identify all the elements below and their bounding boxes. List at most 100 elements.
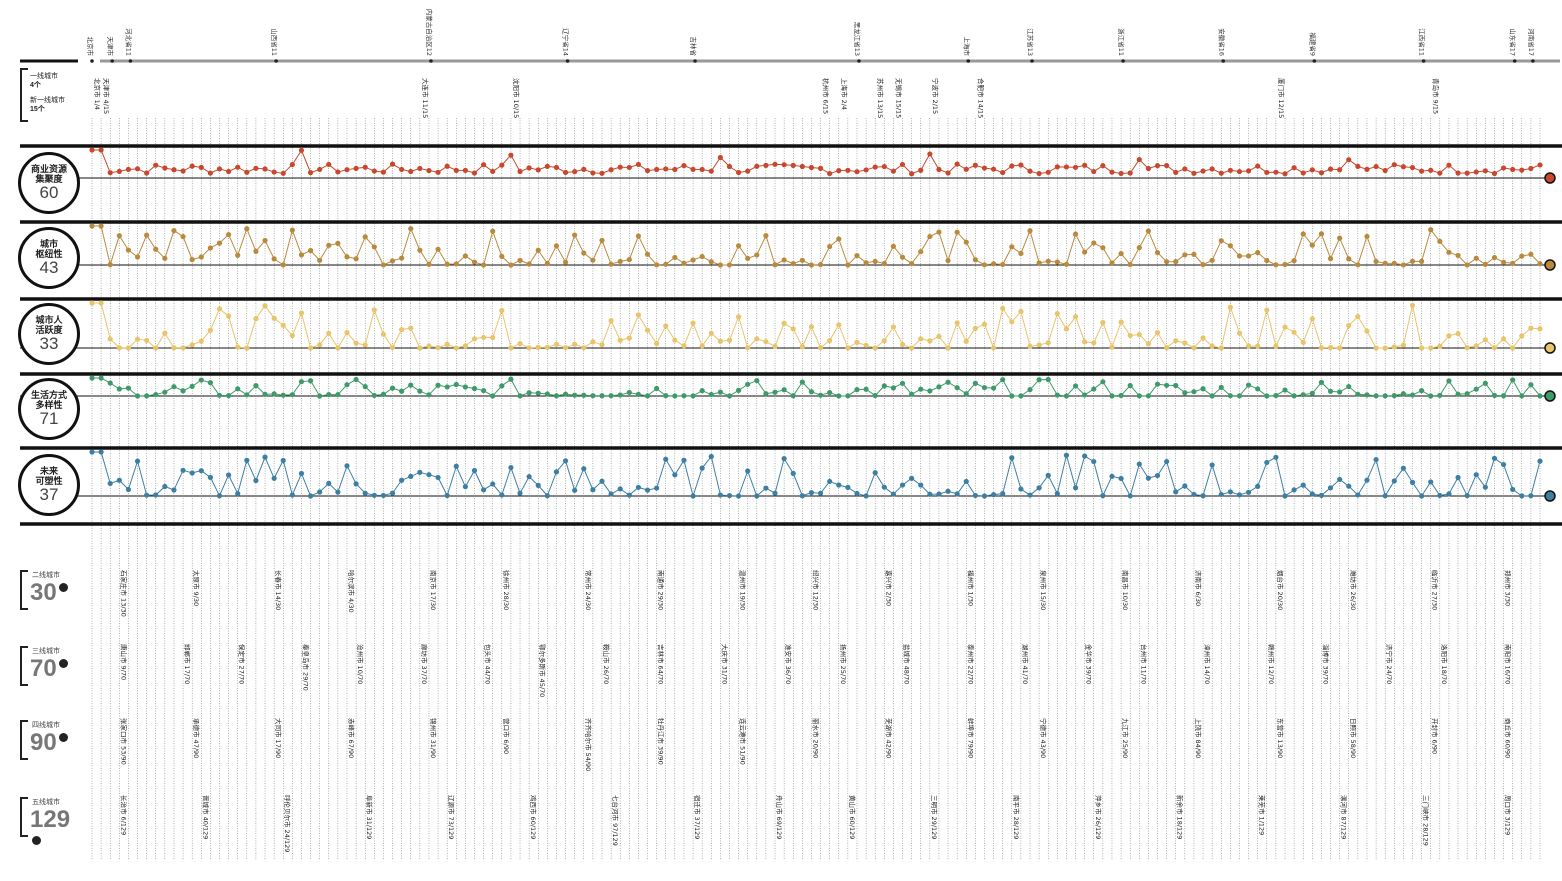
series-point-commercial	[289, 161, 295, 168]
city-label: 上饶市 84/90	[1194, 718, 1203, 758]
series-point-hub	[726, 262, 733, 268]
series-point-lifestyle	[1255, 386, 1261, 392]
series-point-activity	[663, 323, 669, 329]
series-point-hub	[827, 243, 833, 250]
series-point-commercial	[1537, 162, 1543, 168]
series-point-activity	[1018, 308, 1024, 315]
series-point-commercial	[453, 167, 459, 173]
series-point-commercial	[1136, 156, 1142, 163]
series-point-hub	[1191, 251, 1197, 257]
series-point-commercial	[781, 162, 787, 168]
series-point-activity	[1136, 331, 1142, 338]
series-point-lifestyle	[1318, 379, 1325, 385]
series-point-lifestyle	[872, 392, 878, 399]
series-point-activity	[326, 330, 332, 336]
series-point-commercial	[162, 165, 168, 171]
series-point-commercial	[745, 168, 751, 174]
series-point-hub	[690, 257, 696, 263]
tier1-legend: 一线城市 4个 新一线城市 15个	[30, 72, 84, 114]
series-point-commercial	[1245, 168, 1252, 174]
series-point-lifestyle	[635, 391, 642, 398]
series-point-hub	[1510, 260, 1516, 266]
series-point-future	[663, 456, 669, 462]
series-point-hub	[881, 260, 887, 267]
series-point-commercial	[1082, 162, 1088, 168]
series-point-future	[1245, 489, 1252, 495]
city-label: 日照市 58/90	[1349, 718, 1358, 758]
city-label: 鄂尔多斯市 45/70	[538, 644, 547, 697]
series-point-hub	[1036, 260, 1042, 266]
series-point-future	[581, 466, 587, 472]
series-point-lifestyle	[389, 385, 396, 391]
series-point-commercial	[280, 170, 286, 176]
series-point-commercial	[1255, 163, 1261, 169]
tier3-bracket	[20, 646, 28, 686]
series-point-activity	[426, 343, 432, 349]
series-point-commercial	[1282, 171, 1288, 177]
series-layer	[89, 147, 1556, 502]
series-point-activity	[1382, 345, 1388, 351]
series-point-hub	[462, 253, 468, 259]
series-point-hub	[389, 258, 396, 264]
series-point-commercial	[1355, 163, 1361, 169]
series-point-commercial	[198, 164, 204, 170]
series-point-hub	[408, 226, 414, 232]
city-label: 晋城市 40/129	[201, 795, 210, 839]
series-point-hub	[717, 262, 723, 268]
city-label: 长春市 14/30	[274, 570, 283, 610]
series-point-commercial	[672, 166, 678, 173]
tier3-dot-icon	[58, 659, 68, 668]
series-point-commercial	[790, 162, 796, 168]
city-label: 青岛市 9/15	[1432, 78, 1441, 114]
series-point-lifestyle	[235, 386, 241, 392]
series-point-commercial	[845, 167, 851, 173]
series-point-hub	[635, 233, 642, 239]
series-point-future	[1437, 492, 1443, 499]
metric-hub-value: 43	[39, 258, 59, 277]
series-line-commercial	[92, 149, 1541, 175]
series-point-activity	[1500, 336, 1507, 342]
province-marker	[1121, 59, 1125, 63]
series-point-lifestyle	[134, 393, 141, 399]
series-point-activity	[1327, 344, 1334, 351]
series-point-future	[981, 493, 988, 499]
series-point-commercial	[490, 168, 496, 175]
series-point-hub	[699, 253, 705, 260]
series-point-activity	[144, 337, 150, 343]
series-point-commercial	[1482, 168, 1488, 174]
series-point-future	[881, 484, 887, 490]
series-point-activity	[781, 320, 787, 326]
series-point-activity	[672, 337, 678, 343]
series-point-activity	[189, 342, 195, 348]
series-point-lifestyle	[763, 391, 769, 397]
metric-hub: 城市 枢纽性 43	[18, 227, 80, 289]
series-point-lifestyle	[162, 389, 168, 395]
series-point-hub	[380, 262, 387, 268]
tier2-bracket	[20, 570, 28, 610]
series-point-activity	[562, 345, 569, 351]
series-point-lifestyle	[526, 390, 532, 396]
city-label: 三门峡市 28/129	[1422, 795, 1431, 846]
series-point-commercial	[171, 167, 177, 173]
series-point-future	[1027, 492, 1033, 498]
series-point-future	[1072, 485, 1079, 491]
series-point-lifestyle	[1082, 392, 1088, 398]
city-label: 九江市 25/90	[1121, 718, 1130, 758]
series-point-activity	[617, 337, 623, 343]
series-point-commercial	[881, 163, 887, 170]
series-point-future	[517, 490, 523, 496]
series-point-lifestyle	[435, 382, 441, 388]
series-point-future	[1537, 458, 1543, 464]
series-point-lifestyle	[499, 383, 505, 389]
series-point-lifestyle	[171, 384, 177, 390]
series-point-hub	[1282, 261, 1288, 268]
series-point-future	[590, 487, 596, 493]
city-label: 湖州市 41/70	[1021, 644, 1030, 684]
city-label: 三明市 29/129	[930, 795, 939, 839]
series-point-lifestyle	[1245, 382, 1252, 388]
series-point-hub	[153, 246, 159, 252]
series-point-lifestyle	[544, 391, 550, 397]
series-point-hub	[608, 261, 614, 267]
series-point-activity	[1127, 332, 1133, 339]
series-point-hub	[963, 239, 969, 245]
